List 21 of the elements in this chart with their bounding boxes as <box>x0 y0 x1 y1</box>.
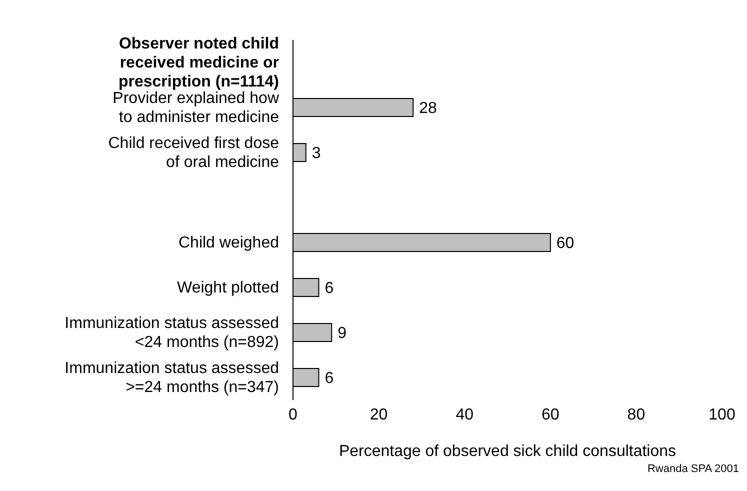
x-tick-label: 80 <box>627 406 646 424</box>
x-tick-label: 20 <box>370 406 388 424</box>
data-label: 60 <box>556 235 574 252</box>
data-label: 3 <box>312 145 321 162</box>
x-tick-label: 60 <box>542 406 560 424</box>
y-tick-label: Provider explained how to administer medicine <box>112 90 280 126</box>
data-label: 6 <box>324 280 334 298</box>
x-tick-label: 100 <box>708 406 736 424</box>
x-tick-label: 0 <box>288 406 298 424</box>
data-label: 6 <box>324 370 334 388</box>
y-tick-label: Child received first dose of oral medicine <box>108 134 280 170</box>
y-tick-label: Child weighed <box>178 234 279 251</box>
data-label: 28 <box>419 100 438 118</box>
y-tick-label: Observer noted child received medicine or prescription (n=1114) <box>118 35 279 90</box>
data-label: 9 <box>338 325 347 342</box>
y-tick-label: Immunization status assessed <24 months (n=892) <box>64 314 279 350</box>
text: Rwanda SPA 2001 <box>647 463 739 475</box>
x-axis-title: Percentage of observed sick child consultations <box>338 443 676 460</box>
y-tick-label: Immunization status assessed >=24 months (n=347) <box>64 360 279 396</box>
x-tick-label: 40 <box>456 406 474 424</box>
y-tick-label: Weight plotted <box>177 279 279 296</box>
